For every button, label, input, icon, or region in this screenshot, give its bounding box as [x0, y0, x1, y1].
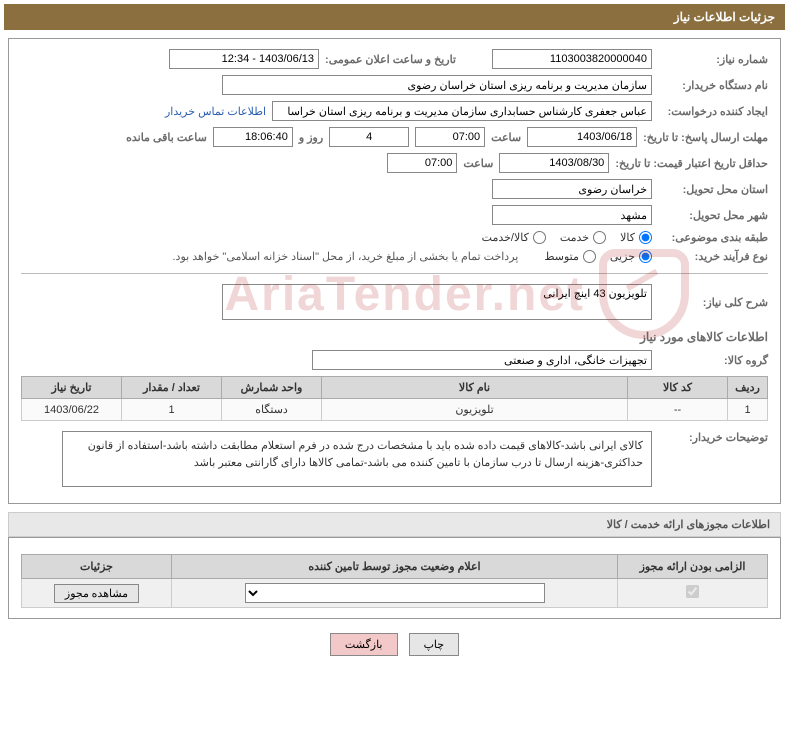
validity-time-input[interactable] — [387, 153, 457, 173]
cat-radio-both-input[interactable] — [533, 231, 546, 244]
cat-radio-khedmat-input[interactable] — [593, 231, 606, 244]
row-buyer: نام دستگاه خریدار: — [21, 75, 768, 95]
proc-radio-minor[interactable]: جزیی — [610, 250, 652, 263]
cell-date: 1403/06/22 — [22, 399, 122, 421]
time-label-2: ساعت — [463, 157, 493, 170]
deadline-time-input[interactable] — [415, 127, 485, 147]
overview-title-textarea[interactable]: تلویزیون 43 اینچ ایرانی — [222, 284, 652, 320]
province-input[interactable] — [492, 179, 652, 199]
overview-title-label: شرح کلی نیاز: — [658, 296, 768, 309]
lic-th-details: جزئیات — [22, 555, 172, 579]
days-input[interactable] — [329, 127, 409, 147]
divider-1 — [21, 273, 768, 274]
main-details-fieldset: AriaTender.net شماره نیاز: تاریخ و ساعت … — [8, 38, 781, 504]
row-goods-group: گروه کالا: — [21, 350, 768, 370]
row-process: نوع فرآیند خرید: جزیی متوسط پرداخت تمام … — [21, 250, 768, 263]
lic-required-cell — [618, 579, 768, 608]
lic-details-cell: مشاهده مجوز — [22, 579, 172, 608]
requester-input[interactable] — [272, 101, 652, 121]
category-label: طبقه بندی موضوعی: — [658, 231, 768, 244]
category-radio-group: کالا خدمت کالا/خدمت — [482, 231, 652, 244]
publish-datetime-input[interactable] — [169, 49, 319, 69]
city-label: شهر محل تحویل: — [658, 209, 768, 222]
proc-radio-medium[interactable]: متوسط — [544, 250, 596, 263]
goods-group-label: گروه کالا: — [658, 354, 768, 367]
row-buyer-notes: توضیحات خریدار: کالای ایرانی باشد-کالاها… — [21, 431, 768, 487]
cat-opt2-label: خدمت — [560, 231, 589, 244]
cat-radio-kala-input[interactable] — [639, 231, 652, 244]
row-city: شهر محل تحویل: — [21, 205, 768, 225]
remaining-label: ساعت باقی مانده — [126, 131, 207, 144]
th-qty: تعداد / مقدار — [122, 377, 222, 399]
cat-radio-kala[interactable]: کالا — [620, 231, 652, 244]
cell-qty: 1 — [122, 399, 222, 421]
goods-table: ردیف کد کالا نام کالا واحد شمارش تعداد /… — [21, 376, 768, 421]
proc-radio-medium-input[interactable] — [583, 250, 596, 263]
lic-th-required: الزامی بودن ارائه مجوز — [618, 555, 768, 579]
buyer-notes-label: توضیحات خریدار: — [658, 431, 768, 444]
row-validity: حداقل تاریخ اعتبار قیمت: تا تاریخ: ساعت — [21, 153, 768, 173]
cat-opt3-label: کالا/خدمت — [482, 231, 529, 244]
province-label: استان محل تحویل: — [658, 183, 768, 196]
view-license-button[interactable]: مشاهده مجوز — [54, 584, 139, 603]
goods-group-input[interactable] — [312, 350, 652, 370]
buyer-input[interactable] — [222, 75, 652, 95]
th-name: نام کالا — [322, 377, 628, 399]
row-deadline: مهلت ارسال پاسخ: تا تاریخ: ساعت روز و سا… — [21, 127, 768, 147]
license-section-header: اطلاعات مجوزهای ارائه خدمت / کالا — [8, 512, 781, 537]
table-row: 1 -- تلویزیون دستگاه 1 1403/06/22 — [22, 399, 768, 421]
row-need-number: شماره نیاز: تاریخ و ساعت اعلان عمومی: — [21, 49, 768, 69]
license-table: الزامی بودن ارائه مجوز اعلام وضعیت مجوز … — [21, 554, 768, 608]
need-number-label: شماره نیاز: — [658, 53, 768, 66]
proc-radio-minor-input[interactable] — [639, 250, 652, 263]
timer-input[interactable] — [213, 127, 293, 147]
row-overview-title: شرح کلی نیاز: تلویزیون 43 اینچ ایرانی — [21, 284, 768, 320]
days-label: روز و — [299, 131, 323, 144]
lic-th-status: اعلام وضعیت مجوز توسط تامین کننده — [172, 555, 618, 579]
license-fieldset: الزامی بودن ارائه مجوز اعلام وضعیت مجوز … — [8, 537, 781, 619]
lic-status-cell — [172, 579, 618, 608]
license-row: مشاهده مجوز — [22, 579, 768, 608]
page-title: جزئیات اطلاعات نیاز — [674, 10, 775, 24]
cat-radio-both[interactable]: کالا/خدمت — [482, 231, 546, 244]
requester-label: ایجاد کننده درخواست: — [658, 105, 768, 118]
process-label: نوع فرآیند خرید: — [658, 250, 768, 263]
buyer-contact-link[interactable]: اطلاعات تماس خریدار — [165, 105, 266, 118]
process-radio-group: جزیی متوسط — [544, 250, 652, 263]
row-province: استان محل تحویل: — [21, 179, 768, 199]
validity-date-input[interactable] — [499, 153, 609, 173]
page-header: جزئیات اطلاعات نیاز — [4, 4, 785, 30]
th-row: ردیف — [728, 377, 768, 399]
proc-opt2-label: متوسط — [544, 250, 579, 263]
publish-label: تاریخ و ساعت اعلان عمومی: — [325, 53, 456, 66]
print-button[interactable]: چاپ — [409, 633, 460, 656]
row-category: طبقه بندی موضوعی: کالا خدمت کالا/خدمت — [21, 231, 768, 244]
buyer-notes-box: کالای ایرانی باشد-کالاهای قیمت داده شده … — [62, 431, 652, 487]
buyer-label: نام دستگاه خریدار: — [658, 79, 768, 92]
cat-opt1-label: کالا — [620, 231, 635, 244]
cell-unit: دستگاه — [222, 399, 322, 421]
cat-radio-khedmat[interactable]: خدمت — [560, 231, 606, 244]
need-number-input[interactable] — [492, 49, 652, 69]
cell-name: تلویزیون — [322, 399, 628, 421]
goods-section-title: اطلاعات کالاهای مورد نیاز — [21, 330, 768, 344]
validity-label: حداقل تاریخ اعتبار قیمت: تا تاریخ: — [615, 157, 768, 170]
back-button[interactable]: بازگشت — [330, 633, 398, 656]
time-label-1: ساعت — [491, 131, 521, 144]
footer-buttons: چاپ بازگشت — [0, 633, 789, 656]
cell-idx: 1 — [728, 399, 768, 421]
row-requester: ایجاد کننده درخواست: اطلاعات تماس خریدار — [21, 101, 768, 121]
th-code: کد کالا — [628, 377, 728, 399]
city-input[interactable] — [492, 205, 652, 225]
deadline-label: مهلت ارسال پاسخ: تا تاریخ: — [643, 131, 768, 144]
proc-opt1-label: جزیی — [610, 250, 635, 263]
lic-status-select[interactable] — [245, 583, 545, 603]
th-date: تاریخ نیاز — [22, 377, 122, 399]
deadline-date-input[interactable] — [527, 127, 637, 147]
th-unit: واحد شمارش — [222, 377, 322, 399]
process-note: پرداخت تمام یا بخشی از مبلغ خرید، از محل… — [173, 250, 519, 263]
lic-required-checkbox — [686, 585, 699, 598]
cell-code: -- — [628, 399, 728, 421]
